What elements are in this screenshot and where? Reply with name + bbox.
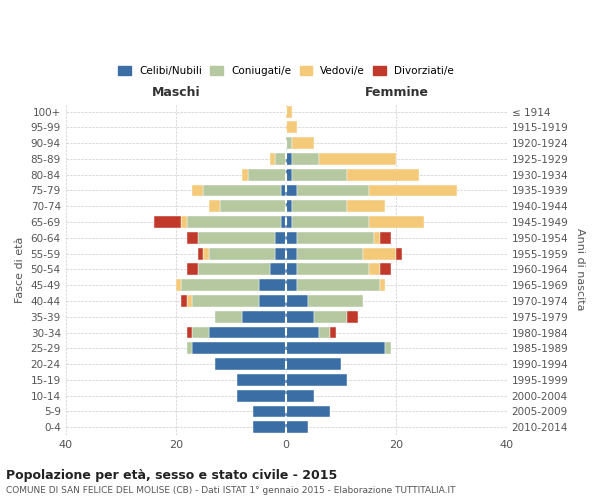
Bar (181, 295, 187, 307)
Bar (286, 311, 314, 322)
Bar (242, 169, 248, 180)
Bar (347, 200, 385, 212)
Bar (292, 137, 314, 149)
Bar (176, 280, 181, 291)
Bar (286, 184, 297, 196)
Bar (380, 264, 391, 276)
Bar (286, 248, 297, 260)
Bar (292, 169, 347, 180)
Bar (236, 390, 286, 402)
Bar (286, 374, 347, 386)
Bar (203, 184, 281, 196)
Bar (187, 342, 193, 354)
Bar (187, 232, 198, 244)
Bar (286, 200, 292, 212)
Bar (314, 311, 347, 322)
Bar (215, 311, 242, 322)
Bar (286, 390, 314, 402)
Bar (193, 326, 209, 338)
Bar (198, 248, 203, 260)
Bar (220, 200, 286, 212)
Bar (275, 153, 286, 165)
Bar (347, 169, 419, 180)
Bar (275, 232, 286, 244)
Text: Maschi: Maschi (152, 86, 200, 99)
Bar (347, 311, 358, 322)
Bar (286, 280, 297, 291)
Bar (242, 311, 286, 322)
Bar (286, 326, 319, 338)
Bar (269, 264, 286, 276)
Bar (187, 326, 193, 338)
Bar (286, 342, 385, 354)
Bar (154, 216, 181, 228)
Bar (269, 153, 275, 165)
Bar (281, 216, 286, 228)
Bar (380, 232, 391, 244)
Bar (286, 422, 308, 433)
Bar (187, 216, 281, 228)
Bar (253, 422, 286, 433)
Bar (236, 374, 286, 386)
Bar (193, 295, 259, 307)
Bar (297, 264, 369, 276)
Bar (187, 264, 198, 276)
Text: COMUNE DI SAN FELICE DEL MOLISE (CB) - Dati ISTAT 1° gennaio 2015 - Elaborazione: COMUNE DI SAN FELICE DEL MOLISE (CB) - D… (6, 486, 455, 495)
Bar (369, 216, 424, 228)
Y-axis label: Anni di nascita: Anni di nascita (575, 228, 585, 310)
Bar (286, 358, 341, 370)
Bar (286, 137, 292, 149)
Y-axis label: Fasce di età: Fasce di età (15, 236, 25, 302)
Bar (286, 216, 292, 228)
Bar (364, 248, 397, 260)
Bar (319, 153, 397, 165)
Bar (297, 280, 380, 291)
Bar (380, 280, 385, 291)
Legend: Celibi/Nubili, Coniugati/e, Vedovi/e, Divorziati/e: Celibi/Nubili, Coniugati/e, Vedovi/e, Di… (115, 62, 457, 79)
Bar (319, 326, 331, 338)
Bar (181, 216, 187, 228)
Bar (369, 264, 380, 276)
Bar (397, 248, 402, 260)
Bar (385, 342, 391, 354)
Bar (331, 326, 336, 338)
Bar (281, 184, 286, 196)
Bar (297, 184, 369, 196)
Text: Femmine: Femmine (364, 86, 428, 99)
Bar (193, 342, 286, 354)
Bar (292, 153, 319, 165)
Bar (259, 295, 286, 307)
Bar (286, 264, 297, 276)
Bar (297, 232, 374, 244)
Bar (374, 232, 380, 244)
Bar (253, 406, 286, 417)
Bar (209, 200, 220, 212)
Bar (292, 216, 369, 228)
Bar (259, 280, 286, 291)
Bar (203, 248, 209, 260)
Bar (286, 106, 292, 118)
Bar (308, 295, 364, 307)
Bar (209, 248, 275, 260)
Bar (297, 248, 364, 260)
Bar (215, 358, 286, 370)
Bar (286, 153, 292, 165)
Bar (248, 169, 286, 180)
Bar (193, 184, 203, 196)
Bar (369, 184, 457, 196)
Bar (286, 232, 297, 244)
Bar (181, 280, 259, 291)
Bar (275, 248, 286, 260)
Bar (198, 232, 275, 244)
Bar (286, 406, 331, 417)
Bar (292, 200, 347, 212)
Bar (286, 122, 297, 134)
Bar (198, 264, 269, 276)
Bar (286, 295, 308, 307)
Bar (209, 326, 286, 338)
Bar (286, 169, 292, 180)
Text: Popolazione per età, sesso e stato civile - 2015: Popolazione per età, sesso e stato civil… (6, 470, 337, 482)
Bar (187, 295, 193, 307)
